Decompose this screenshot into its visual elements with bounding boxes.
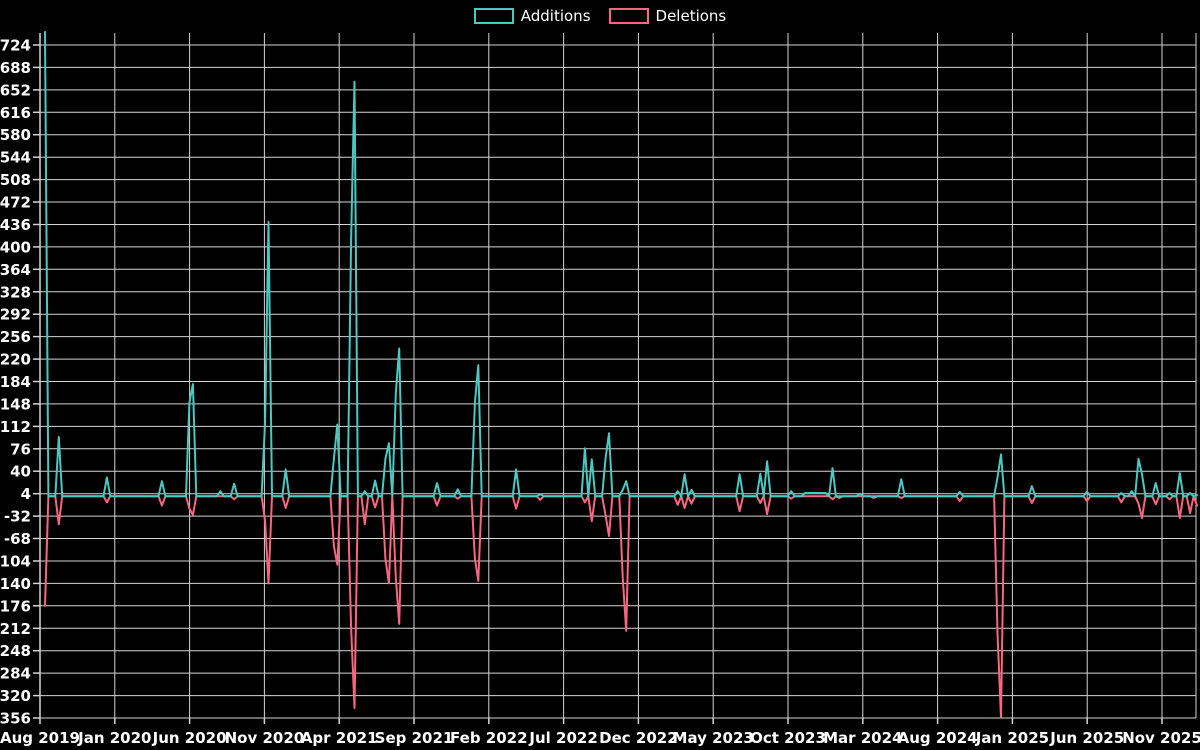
y-tick-label: 652: [0, 81, 31, 99]
x-tick-label: Jan 2025: [975, 729, 1049, 747]
deletions-swatch-icon: [608, 8, 649, 24]
y-tick-label: 400: [0, 238, 31, 256]
x-tick-label: Jun 2020: [152, 729, 227, 747]
y-tick-label: -284: [0, 665, 31, 683]
y-tick-label: 508: [0, 171, 31, 189]
x-tick-label: Jun 2025: [1049, 729, 1124, 747]
y-tick-label: 364: [0, 261, 31, 279]
x-tick-label: Aug 2019: [0, 729, 80, 747]
y-tick-label: 328: [0, 283, 31, 301]
x-tick-label: Nov 2020: [225, 729, 305, 747]
y-tick-label: 544: [0, 149, 31, 167]
y-tick-label: 184: [0, 373, 31, 391]
y-tick-label: 220: [0, 351, 31, 369]
legend-deletions-label: Deletions: [655, 7, 727, 25]
legend-additions-label: Additions: [520, 7, 591, 25]
y-tick-label: -320: [0, 687, 31, 705]
x-tick-label: Feb 2022: [450, 729, 528, 747]
y-tick-label: -212: [0, 620, 31, 638]
y-tick-label: 472: [0, 194, 31, 212]
legend: Additions Deletions: [0, 7, 1200, 25]
x-tick-label: Jan 2020: [77, 729, 151, 747]
x-tick-label: Jul 2022: [528, 729, 597, 747]
y-tick-label: 112: [0, 418, 31, 436]
legend-item-deletions[interactable]: Deletions: [608, 7, 727, 25]
deletions-line: [44, 495, 1198, 719]
y-tick-label: 292: [0, 306, 31, 324]
y-tick-label: 616: [0, 104, 31, 122]
y-tick-label: 40: [10, 463, 31, 481]
y-tick-label: -176: [0, 597, 31, 615]
y-tick-label: 4: [21, 485, 31, 503]
x-tick-label: Aug 2024: [898, 729, 978, 747]
y-tick-label: 76: [10, 440, 31, 458]
additions-swatch-icon: [473, 8, 514, 24]
x-tick-label: Oct 2023: [750, 729, 826, 747]
legend-item-additions[interactable]: Additions: [473, 7, 591, 25]
y-tick-label: 148: [0, 395, 31, 413]
y-tick-label: -104: [0, 552, 31, 570]
y-tick-label: -140: [0, 575, 31, 593]
x-tick-label: May 2023: [673, 729, 754, 747]
y-tick-label: 436: [0, 216, 31, 234]
additions-line: [44, 30, 1198, 498]
x-tick-label: Mar 2024: [823, 729, 902, 747]
x-tick-label: Dec 2022: [599, 729, 678, 747]
y-tick-label: 580: [0, 126, 31, 144]
y-tick-label: -356: [0, 710, 31, 728]
y-tick-label: 724: [0, 37, 31, 55]
y-tick-label: -32: [4, 508, 31, 526]
y-tick-label: 256: [0, 328, 31, 346]
y-tick-label: -68: [4, 530, 31, 548]
y-tick-label: 688: [0, 59, 31, 77]
x-tick-label: Apr 2021: [301, 729, 378, 747]
x-tick-label: Sep 2021: [375, 729, 454, 747]
y-tick-label: -248: [0, 642, 31, 660]
x-tick-label: Nov 2025: [1122, 729, 1200, 747]
